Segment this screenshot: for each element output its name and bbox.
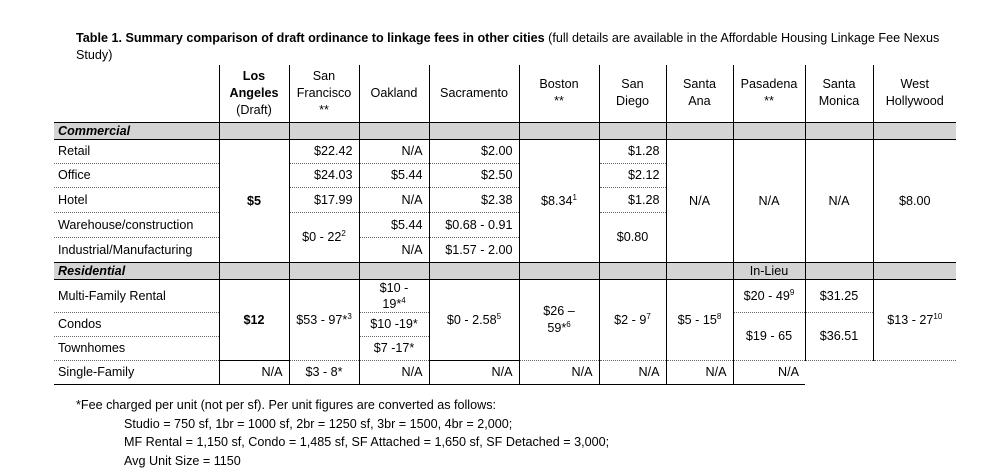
santa-ana-commercial-fee: N/A	[666, 139, 733, 262]
cell: $22.42	[289, 139, 359, 163]
pasadena-condo-fee: $19 - 65	[733, 312, 805, 360]
row-label: Single-Family	[54, 360, 219, 384]
section-title-residential: Residential	[54, 262, 219, 279]
sf-residential-fee: $53 - 97*3	[289, 279, 359, 360]
cell: N/A	[733, 360, 805, 384]
cell: $2.12	[599, 163, 666, 187]
table-row-single-family: Single-Family N/A $3 - 8* N/A N/A N/A N/…	[54, 360, 956, 384]
col-boston: Boston**	[519, 65, 599, 122]
cell: $2.38	[429, 187, 519, 212]
cell: $3 - 8*	[289, 360, 359, 384]
cell: N/A	[519, 360, 599, 384]
san-diego-industrial-fee: $0.80	[599, 212, 666, 262]
la-commercial-fee: $5	[219, 139, 289, 262]
oakland-condo-fee: $10 -19*	[359, 312, 429, 336]
row-label: Retail	[54, 139, 219, 163]
section-residential: Residential In-Lieu	[54, 262, 956, 279]
sf-industrial-fee: $0 - 222	[289, 212, 359, 262]
table-caption: Table 1. Summary comparison of draft ord…	[76, 30, 956, 64]
west-hollywood-commercial-fee: $8.00	[873, 139, 956, 262]
cell: $2.50	[429, 163, 519, 187]
santa-monica-commercial-fee: N/A	[805, 139, 873, 262]
cell: $5.44	[359, 212, 429, 237]
cell: N/A	[359, 187, 429, 212]
section-title-commercial: Commercial	[54, 122, 219, 139]
cell: $1.28	[599, 139, 666, 163]
note-line: *Fee charged per unit (not per sf). Per …	[76, 396, 609, 415]
row-label: Townhomes	[54, 336, 219, 360]
header-corner	[54, 65, 219, 122]
cell: $5.44	[359, 163, 429, 187]
santa-monica-condo-fee: $36.51	[805, 312, 873, 360]
santa-monica-multifamily-fee: $31.25	[805, 279, 873, 312]
cell: N/A	[666, 360, 733, 384]
table-notes: *Fee charged per unit (not per sf). Per …	[76, 396, 609, 470]
cell: N/A	[219, 360, 289, 384]
oakland-townhome-fee: $7 -17*	[359, 336, 429, 360]
row-label: Hotel	[54, 187, 219, 212]
row-label: Industrial/Manufacturing	[54, 237, 219, 262]
note-line: Studio = 750 sf, 1br = 1000 sf, 2br = 12…	[76, 415, 609, 434]
san-diego-residential-fee: $2 - 97	[599, 279, 666, 360]
caption-title: Table 1. Summary comparison of draft ord…	[76, 31, 545, 45]
col-oakland: Oakland	[359, 65, 429, 122]
cell: N/A	[359, 360, 429, 384]
pasadena-commercial-fee: N/A	[733, 139, 805, 262]
col-sacramento: Sacramento	[429, 65, 519, 122]
section-commercial: Commercial	[54, 122, 956, 139]
santa-ana-residential-fee: $5 - 158	[666, 279, 733, 360]
cell: $1.57 - 2.00	[429, 237, 519, 262]
table-row-retail: Retail $5 $22.42 N/A $2.00 $8.341 $1.28 …	[54, 139, 956, 163]
boston-residential-fee: $26 –59*6	[519, 279, 599, 360]
boston-commercial-fee: $8.341	[519, 139, 599, 262]
row-label: Multi-Family Rental	[54, 279, 219, 312]
cell: N/A	[359, 237, 429, 262]
row-label: Condos	[54, 312, 219, 336]
cell: $1.28	[599, 187, 666, 212]
west-hollywood-residential-fee: $13 - 2710	[873, 279, 956, 360]
note-line: MF Rental = 1,150 sf, Condo = 1,485 sf, …	[76, 433, 609, 452]
pasadena-multifamily-fee: $20 - 499	[733, 279, 805, 312]
cell: $0.68 - 0.91	[429, 212, 519, 237]
cell: N/A	[429, 360, 519, 384]
sacramento-residential-fee: $0 - 2.585	[429, 279, 519, 360]
cell: $17.99	[289, 187, 359, 212]
cell: $24.03	[289, 163, 359, 187]
cell: N/A	[599, 360, 666, 384]
table-row-multifamily: Multi-Family Rental $12 $53 - 97*3 $10 -…	[54, 279, 956, 312]
row-label: Warehouse/construction	[54, 212, 219, 237]
pasadena-in-lieu-label: In-Lieu	[733, 262, 805, 279]
col-pasadena: Pasadena**	[733, 65, 805, 122]
note-line: Avg Unit Size = 1150	[76, 452, 609, 470]
la-residential-fee: $12	[219, 279, 289, 360]
cell: $2.00	[429, 139, 519, 163]
cell: N/A	[359, 139, 429, 163]
row-label: Office	[54, 163, 219, 187]
oakland-multifamily-fee: $10 -19*4	[359, 279, 429, 312]
